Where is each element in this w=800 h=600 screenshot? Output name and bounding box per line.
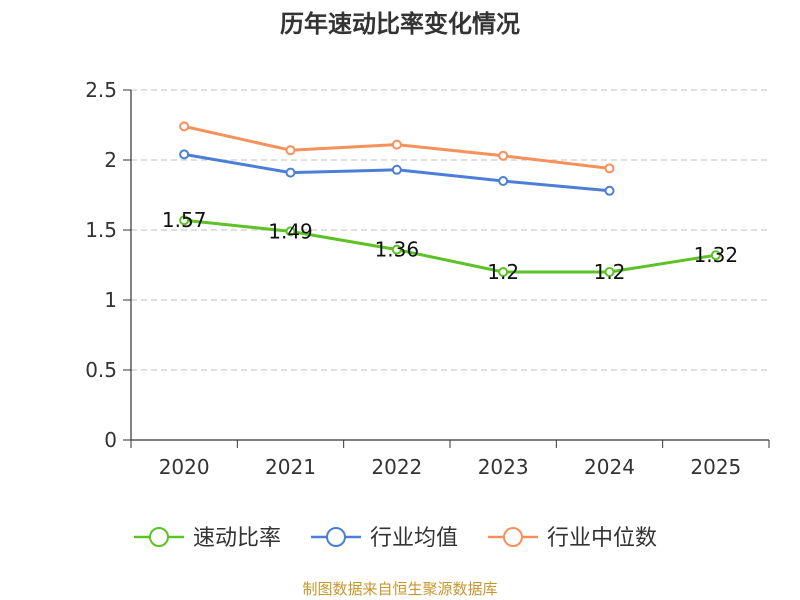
data-labels: 1.57 1.49 1.36 1.2 1.2 1.32: [162, 208, 738, 284]
data-label: 1.49: [268, 219, 313, 243]
y-tick-label: 0: [104, 428, 117, 452]
data-point: [285, 167, 296, 178]
legend-item-行业中位数[interactable]: 行业中位数: [488, 526, 657, 551]
data-point: [285, 226, 296, 237]
legend-marker: [326, 527, 346, 547]
legend: 速动比率 行业均值 行业中位数: [134, 526, 657, 551]
data-point: [179, 121, 190, 132]
data-point: [604, 163, 615, 174]
x-tick-label: 2024: [584, 455, 635, 479]
data-point: [391, 164, 402, 175]
x-tick-label: 2022: [371, 455, 422, 479]
x-tick-label: 2020: [159, 455, 210, 479]
legend-label: 行业中位数: [547, 526, 657, 551]
data-label: 1.36: [375, 238, 420, 262]
y-tick-label: 1: [104, 288, 117, 312]
legend-label: 速动比率: [193, 526, 281, 551]
y-tick-label: 2.5: [85, 78, 117, 102]
x-tick-label: 2021: [265, 455, 316, 479]
legend-item-行业均值[interactable]: 行业均值: [311, 526, 458, 551]
legend-marker: [149, 527, 169, 547]
y-tick-label: 2: [104, 148, 117, 172]
series-line-速动比率: [184, 218, 717, 274]
data-label: 1.57: [162, 208, 207, 232]
data-label: 1.2: [594, 260, 626, 284]
data-point: [498, 176, 509, 186]
grid-lines: [131, 89, 769, 371]
legend-marker: [503, 527, 523, 547]
data-point: [604, 185, 615, 196]
legend-label: 行业均值: [370, 526, 458, 551]
series-group: [179, 121, 721, 277]
data-point: [498, 150, 509, 161]
data-point: [604, 267, 615, 277]
data-point: [179, 149, 190, 160]
data-point: [285, 145, 296, 156]
y-tick-label: 0.5: [85, 358, 117, 382]
data-label: 1.32: [694, 243, 739, 267]
source-note: 制图数据来自恒生聚源数据库: [302, 580, 497, 598]
data-point: [179, 215, 190, 226]
y-tick-label: 1.5: [85, 218, 117, 242]
chart-title: 历年速动比率变化情况: [280, 10, 520, 38]
data-point: [498, 267, 509, 277]
x-tick-label: 2025: [690, 455, 741, 479]
data-label: 1.2: [487, 260, 519, 284]
axes: 0 0.5 1 1.5 2 2.5 2020 2021 2022 2023 2024 2025: [85, 78, 770, 479]
data-point: [391, 139, 402, 150]
legend-item-速动比率[interactable]: 速动比率: [134, 526, 281, 551]
data-point: [710, 250, 721, 261]
data-point: [391, 244, 402, 255]
x-tick-label: 2023: [478, 455, 529, 479]
